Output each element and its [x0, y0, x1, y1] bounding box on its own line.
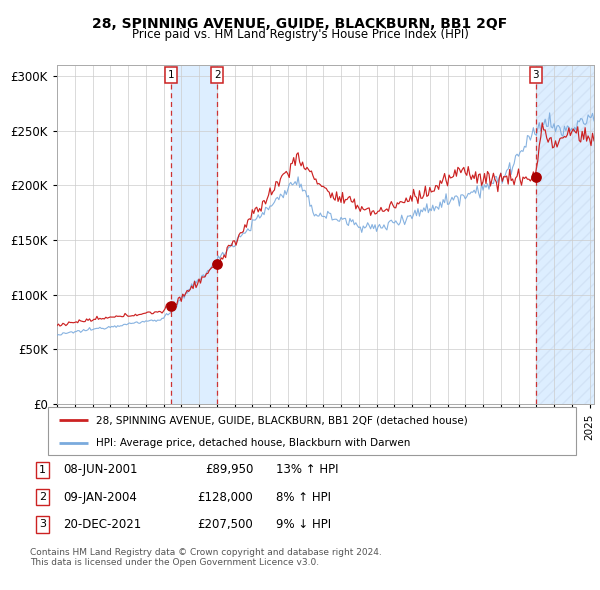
Text: 3: 3	[532, 70, 539, 80]
Text: £89,950: £89,950	[205, 463, 253, 476]
Text: 3: 3	[39, 519, 46, 529]
Text: 08-JUN-2001: 08-JUN-2001	[64, 463, 138, 476]
Text: 9% ↓ HPI: 9% ↓ HPI	[275, 518, 331, 531]
Text: Contains HM Land Registry data © Crown copyright and database right 2024.
This d: Contains HM Land Registry data © Crown c…	[30, 548, 382, 567]
Text: 2: 2	[214, 70, 221, 80]
Text: 28, SPINNING AVENUE, GUIDE, BLACKBURN, BB1 2QF (detached house): 28, SPINNING AVENUE, GUIDE, BLACKBURN, B…	[95, 415, 467, 425]
Text: Price paid vs. HM Land Registry's House Price Index (HPI): Price paid vs. HM Land Registry's House …	[131, 28, 469, 41]
Text: 09-JAN-2004: 09-JAN-2004	[64, 490, 137, 504]
Bar	[536, 65, 594, 404]
Text: 1: 1	[168, 70, 175, 80]
Text: 13% ↑ HPI: 13% ↑ HPI	[275, 463, 338, 476]
Text: £128,000: £128,000	[197, 490, 253, 504]
FancyBboxPatch shape	[48, 407, 576, 455]
Bar	[536, 65, 594, 404]
Point	[212, 260, 222, 269]
Text: £207,500: £207,500	[197, 518, 253, 531]
Text: 28, SPINNING AVENUE, GUIDE, BLACKBURN, BB1 2QF: 28, SPINNING AVENUE, GUIDE, BLACKBURN, B…	[92, 17, 508, 31]
Point	[167, 301, 176, 310]
Text: 2: 2	[39, 492, 46, 502]
Bar	[172, 65, 217, 404]
Text: 1: 1	[39, 465, 46, 475]
Text: HPI: Average price, detached house, Blackburn with Darwen: HPI: Average price, detached house, Blac…	[95, 438, 410, 448]
Text: 8% ↑ HPI: 8% ↑ HPI	[275, 490, 331, 504]
Point	[531, 172, 541, 182]
Text: 20-DEC-2021: 20-DEC-2021	[64, 518, 142, 531]
